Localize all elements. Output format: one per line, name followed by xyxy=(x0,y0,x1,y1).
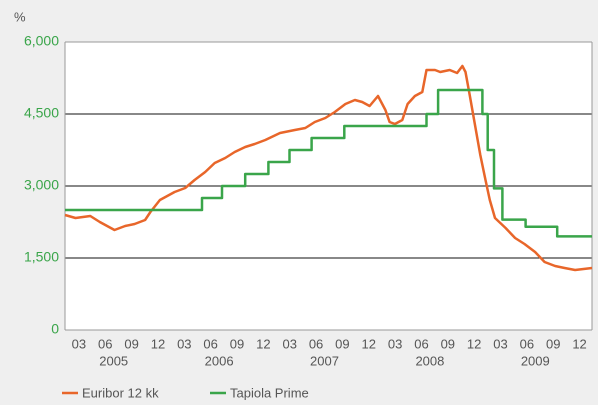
y-tick-label: 4,500 xyxy=(24,105,59,121)
x-tick-label: 09 xyxy=(441,336,455,351)
y-tick-label: 0 xyxy=(51,321,59,337)
x-tick-label: 06 xyxy=(98,336,112,351)
x-tick-label: 06 xyxy=(309,336,323,351)
y-tick-label: 6,000 xyxy=(24,33,59,49)
legend-label: Euribor 12 kk xyxy=(82,385,159,400)
year-label: 2008 xyxy=(415,353,444,368)
x-tick-label: 12 xyxy=(151,336,165,351)
x-tick-label: 12 xyxy=(572,336,586,351)
x-tick-label: 12 xyxy=(256,336,270,351)
x-tick-label: 06 xyxy=(414,336,428,351)
x-tick-label: 03 xyxy=(177,336,191,351)
x-tick-label: 06 xyxy=(520,336,534,351)
y-tick-label: 1,500 xyxy=(24,249,59,265)
x-tick-label: 03 xyxy=(388,336,402,351)
year-label: 2007 xyxy=(310,353,339,368)
year-label: 2005 xyxy=(99,353,128,368)
series-line xyxy=(64,64,593,272)
y-unit-label: % xyxy=(14,9,26,24)
year-label: 2006 xyxy=(205,353,234,368)
x-tick-label: 09 xyxy=(546,336,560,351)
x-tick-label: 06 xyxy=(203,336,217,351)
x-tick-label: 09 xyxy=(230,336,244,351)
x-tick-label: 12 xyxy=(467,336,481,351)
year-label: 2009 xyxy=(521,353,550,368)
y-tick-label: 3,000 xyxy=(24,177,59,193)
x-tick-label: 03 xyxy=(72,336,86,351)
x-tick-label: 12 xyxy=(362,336,376,351)
x-tick-label: 03 xyxy=(493,336,507,351)
x-tick-label: 03 xyxy=(282,336,296,351)
series-line xyxy=(65,88,592,238)
legend-label: Tapiola Prime xyxy=(230,385,309,400)
x-tick-label: 09 xyxy=(124,336,138,351)
x-tick-label: 09 xyxy=(335,336,349,351)
